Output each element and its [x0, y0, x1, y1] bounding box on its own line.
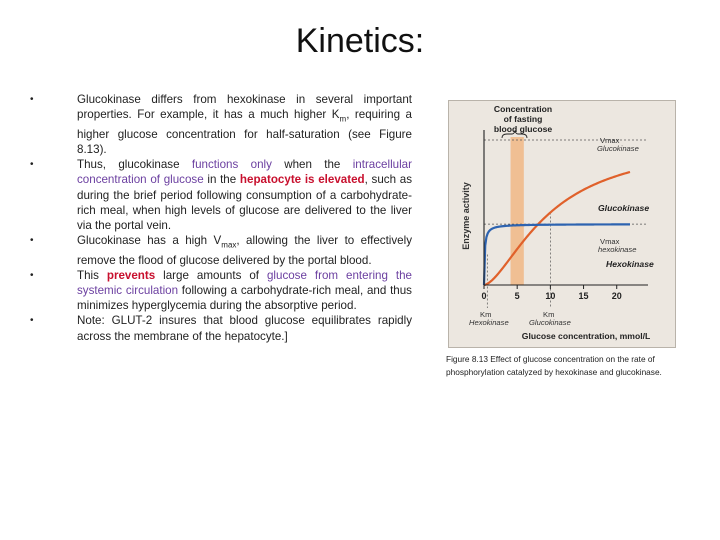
x-tick-label: 5 [515, 291, 520, 301]
bullet-item: • Glucokinase differs from hexokinase in … [30, 92, 412, 157]
vmax-hexokinase-sub: hexokinase [598, 245, 636, 254]
vmax-hexokinase-label: Vmax [600, 237, 620, 246]
bullet-dot: • [30, 315, 34, 327]
band-label-line-2: of fasting [504, 114, 543, 124]
bullet-dot: • [30, 94, 34, 105]
bullet-item: • This prevents large amounts of glucose … [30, 268, 412, 314]
glucokinase-series-label: Glucokinase [598, 203, 649, 213]
bullet-dot: • [30, 235, 34, 247]
bullet-text-segment: , allowing the liver to effectively remo… [77, 234, 412, 267]
bullet-text-segment: This [77, 268, 107, 282]
band-label-line-1: Concentration [494, 104, 552, 114]
bullet-dot: • [30, 159, 34, 171]
bullet-text-segment: in the [203, 173, 240, 187]
hexokinase-curve [482, 223, 630, 286]
kinetics-chart: Concentration of fasting blood glucose E… [461, 104, 654, 341]
y-axis-label: Enzyme activity [461, 182, 471, 250]
bullet-text-segment: m [339, 114, 347, 124]
figure-caption: Figure 8.13 Effect of glucose concentrat… [446, 354, 662, 377]
bullet-text-segment: hepatocyte is elevated [239, 173, 365, 187]
band-label-line-3: blood glucose [494, 124, 552, 134]
bullet-list: • Glucokinase differs from hexokinase in … [30, 92, 412, 344]
bullet-text-segment: following a carbohydrate-rich meal, and … [77, 284, 412, 313]
x-tick-label: 20 [612, 291, 622, 301]
vmax-glucokinase-sub: Glucokinase [597, 144, 639, 153]
bullet-text-segment: , such as during the brief period follow… [77, 173, 412, 232]
bullet-item: • Thus, glucokinase functions only when t… [30, 157, 412, 233]
slide-title: Kinetics: [295, 22, 425, 60]
band-brace [501, 129, 528, 139]
x-tick-label: 0 [481, 291, 486, 301]
bullet-text-segment: Note: GLUT-2 insures that blood glucose … [77, 314, 412, 343]
bullet-text-segment: large amounts of [155, 268, 267, 282]
hexokinase-series-label: Hexokinase [606, 259, 654, 269]
bullet-text-segment: Glucokinase differs from hexokinase in s… [77, 93, 412, 122]
fasting-glucose-band [510, 137, 524, 285]
km-glucokinase-sub: Glucokinase [529, 318, 571, 327]
bullet-text-segment: max [221, 240, 237, 250]
x-axis-label: Glucose concentration, mmol/L [522, 331, 650, 341]
bullet-text-segment: Thus, glucokinase [77, 158, 192, 172]
bullet-text-segment: , requiring a higher glucose concentrati… [77, 108, 412, 156]
figure-8-13: Concentration of fasting blood glucose E… [448, 100, 718, 352]
bullet-text-segment: when the [271, 158, 353, 172]
bullet-item: • Glucokinase has a high Vmax, allowing t… [30, 233, 412, 268]
vmax-glucokinase-label: Vmax [600, 136, 620, 145]
bullet-text-segment: functions only [191, 158, 272, 172]
glucokinase-curve [483, 170, 631, 287]
km-glucokinase-label: Km [543, 310, 554, 319]
x-tick-label: 10 [545, 291, 555, 301]
bullet-text-segment: Glucokinase has a high V [77, 234, 222, 248]
x-tick-label: 15 [579, 291, 589, 301]
bullet-text-segment: glucose from entering the systemic circu… [77, 268, 413, 298]
km-hexokinase-label: Km [480, 310, 491, 319]
km-hexokinase-sub: Hexokinase [469, 318, 509, 327]
bullet-text-segment: prevents [106, 268, 156, 282]
bullet-item: • Note: GLUT-2 insures that blood glucose… [30, 313, 412, 343]
bullet-text-segment: intracellular concentration of glucose [77, 158, 412, 187]
bullet-dot: • [30, 269, 34, 281]
